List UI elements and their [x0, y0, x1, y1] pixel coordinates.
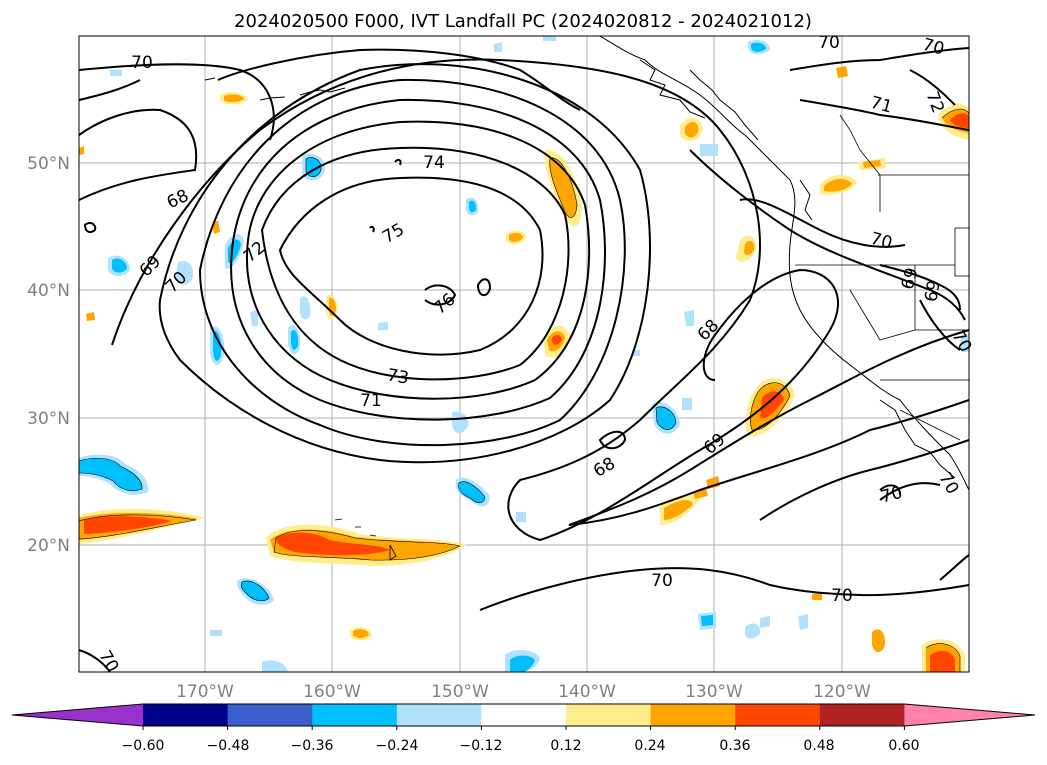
contour-label: 70: [818, 33, 840, 53]
lon-label: 140°W: [558, 682, 616, 702]
colorbar-tick-label: −0.24: [376, 738, 419, 754]
colorbar-tick-label: −0.36: [291, 738, 334, 754]
colorbar: −0.60 −0.48 −0.36 −0.24 −0.12 0.12 0.24 …: [11, 703, 1036, 754]
colorbar-segment: [227, 704, 313, 726]
ivt-contours: [78, 47, 970, 673]
lon-label: 170°W: [176, 682, 234, 702]
lat-label: 20°N: [27, 536, 70, 556]
map-panel: 70 70 70 71 72 74 75 76 73 71 72 69 70 6…: [78, 33, 975, 676]
colorbar-segment: [819, 704, 905, 726]
colorbar-tick-label: 0.48: [803, 738, 834, 754]
contour-label: 69: [921, 279, 944, 304]
colorbar-extend-high: [904, 704, 1035, 726]
colorbar-segment: [312, 704, 398, 726]
anomaly-fills: [79, 36, 969, 672]
lon-label: 150°W: [431, 682, 489, 702]
colorbar-segment: [396, 704, 482, 726]
longitude-labels: 170°W 160°W 150°W 140°W 130°W 120°W: [176, 682, 871, 702]
lon-label: 160°W: [303, 682, 361, 702]
colorbar-segment: [650, 704, 736, 726]
colorbar-segment: [566, 704, 652, 726]
lon-label: 120°W: [813, 682, 871, 702]
political-borders: [334, 114, 969, 561]
positive-anomaly-patches: [79, 66, 969, 672]
lon-label: 130°W: [685, 682, 743, 702]
colorbar-tick-label: 0.60: [888, 738, 919, 754]
graticule: [79, 36, 969, 672]
contour-label: 70: [831, 586, 853, 606]
colorbar-tick-label: 0.24: [634, 738, 665, 754]
colorbar-tick-labels: −0.60 −0.48 −0.36 −0.24 −0.12 0.12 0.24 …: [122, 738, 920, 754]
map-frame: [78, 35, 970, 673]
colorbar-extend-low: [12, 704, 143, 726]
lat-label: 40°N: [27, 281, 70, 301]
contour-label: 73: [385, 365, 410, 388]
contour-label: 74: [423, 153, 445, 173]
lat-label: 50°N: [27, 154, 70, 174]
colorbar-tick-label: −0.48: [207, 738, 250, 754]
colorbar-tick-label: −0.12: [460, 738, 503, 754]
colorbar-segment: [143, 704, 229, 726]
map-title: 2024020500 F000, IVT Landfall PC (202402…: [234, 11, 812, 32]
colorbar-segment: [481, 704, 567, 726]
colorbar-ticks: [142, 726, 905, 730]
colorbar-segments: [11, 703, 1036, 727]
colorbar-tick-label: −0.60: [122, 738, 165, 754]
contour-label: 70: [651, 571, 673, 591]
negative-anomaly-patches: [79, 36, 969, 672]
latitude-labels: 50°N 40°N 30°N 20°N: [27, 154, 70, 556]
lat-label: 30°N: [27, 409, 70, 429]
contour-label: 70: [131, 53, 153, 73]
colorbar-tick-label: 0.36: [719, 738, 750, 754]
colorbar-segment: [735, 704, 821, 726]
contour-label: 71: [360, 391, 382, 411]
colorbar-tick-label: 0.12: [550, 738, 581, 754]
anomaly-outlines: [78, 108, 970, 672]
